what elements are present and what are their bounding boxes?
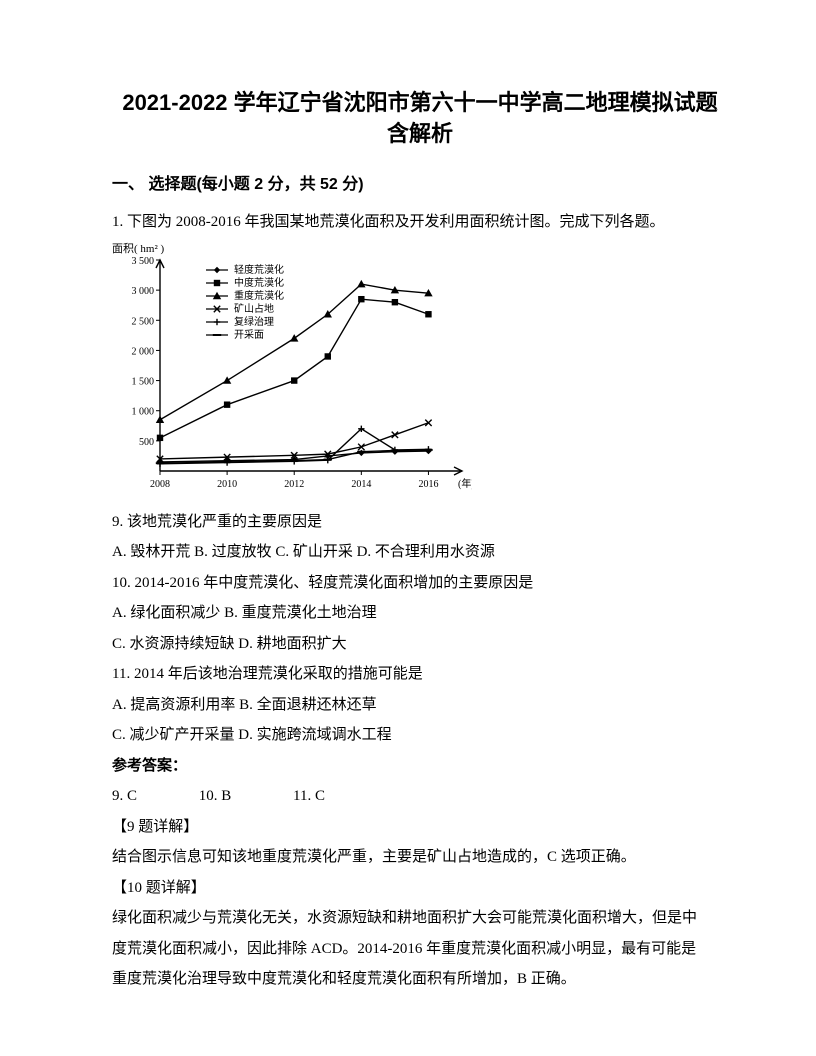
svg-text:矿山占地: 矿山占地: [234, 302, 274, 315]
answers-line: 9. C 10. B 11. C: [112, 782, 728, 811]
q1-stem: 1. 下图为 2008-2016 年我国某地荒漠化面积及开发利用面积统计图。完成…: [112, 208, 728, 237]
q10-stem: 10. 2014-2016 年中度荒漠化、轻度荒漠化面积增加的主要原因是: [112, 569, 728, 598]
svg-text:1 000: 1 000: [132, 407, 155, 418]
exp10-line3: 重度荒漠化治理导致中度荒漠化和轻度荒漠化面积有所增加，B 正确。: [112, 965, 728, 994]
exp9-heading: 【9 题详解】: [112, 813, 728, 842]
q10-opts-b: C. 水资源持续短缺 D. 耕地面积扩大: [112, 630, 728, 659]
q11-stem: 11. 2014 年后该地治理荒漠化采取的措施可能是: [112, 660, 728, 689]
svg-text:开采面: 开采面: [234, 329, 264, 341]
exp10-line1: 绿化面积减少与荒漠化无关，水资源短缺和耕地面积扩大会可能荒漠化面积增大，但是中: [112, 904, 728, 933]
page-title: 2021-2022 学年辽宁省沈阳市第六十一中学高二地理模拟试题含解析: [112, 88, 728, 150]
exp10-heading: 【10 题详解】: [112, 874, 728, 903]
svg-text:面积( hm² ): 面积( hm² ): [112, 242, 165, 255]
svg-text:2008: 2008: [150, 479, 170, 490]
exp9-body: 结合图示信息可知该地重度荒漠化严重，主要是矿山占地造成的，C 选项正确。: [112, 843, 728, 872]
exp10-line2: 度荒漠化面积减小，因此排除 ACD。2014-2016 年重度荒漠化面积减小明显…: [112, 935, 728, 964]
q11-opts-b: C. 减少矿产开采量 D. 实施跨流域调水工程: [112, 721, 728, 750]
exam-page: 2021-2022 学年辽宁省沈阳市第六十一中学高二地理模拟试题含解析 一、 选…: [0, 0, 816, 1056]
section-heading: 一、 选择题(每小题 2 分，共 52 分): [112, 170, 728, 200]
svg-text:2010: 2010: [217, 479, 237, 490]
q11-opts-a: A. 提高资源利用率 B. 全面退耕还林还草: [112, 691, 728, 720]
svg-text:2012: 2012: [284, 479, 304, 490]
svg-text:3 500: 3 500: [132, 256, 155, 267]
svg-text:(年): (年): [458, 477, 472, 490]
answer-11: 11. C: [293, 782, 325, 811]
svg-text:2014: 2014: [351, 479, 371, 490]
svg-text:2 000: 2 000: [132, 347, 155, 358]
q9-stem: 9. 该地荒漠化严重的主要原因是: [112, 508, 728, 537]
svg-text:轻度荒漠化: 轻度荒漠化: [234, 263, 284, 276]
q10-opts-a: A. 绿化面积减少 B. 重度荒漠化土地治理: [112, 599, 728, 628]
q9-opts: A. 毁林开荒 B. 过度放牧 C. 矿山开采 D. 不合理利用水资源: [112, 538, 728, 567]
svg-text:重度荒漠化: 重度荒漠化: [234, 289, 284, 302]
svg-text:500: 500: [139, 437, 154, 448]
chart-svg: 面积( hm² ) 500 1 000 1 500 2 000 2 500 3 000 3 5…: [112, 240, 472, 495]
svg-text:2 500: 2 500: [132, 317, 155, 328]
answer-9: 9. C: [112, 782, 137, 811]
answers-heading: 参考答案：: [112, 752, 728, 781]
svg-text:复绿治理: 复绿治理: [234, 315, 274, 328]
svg-text:中度荒漠化: 中度荒漠化: [234, 276, 284, 289]
svg-text:1 500: 1 500: [132, 377, 155, 388]
answer-10: 10. B: [199, 782, 232, 811]
svg-text:2016: 2016: [418, 479, 438, 490]
svg-text:3 000: 3 000: [132, 287, 155, 298]
desertification-chart: 面积( hm² ) 500 1 000 1 500 2 000 2 500 3 000 3 5…: [112, 240, 728, 506]
